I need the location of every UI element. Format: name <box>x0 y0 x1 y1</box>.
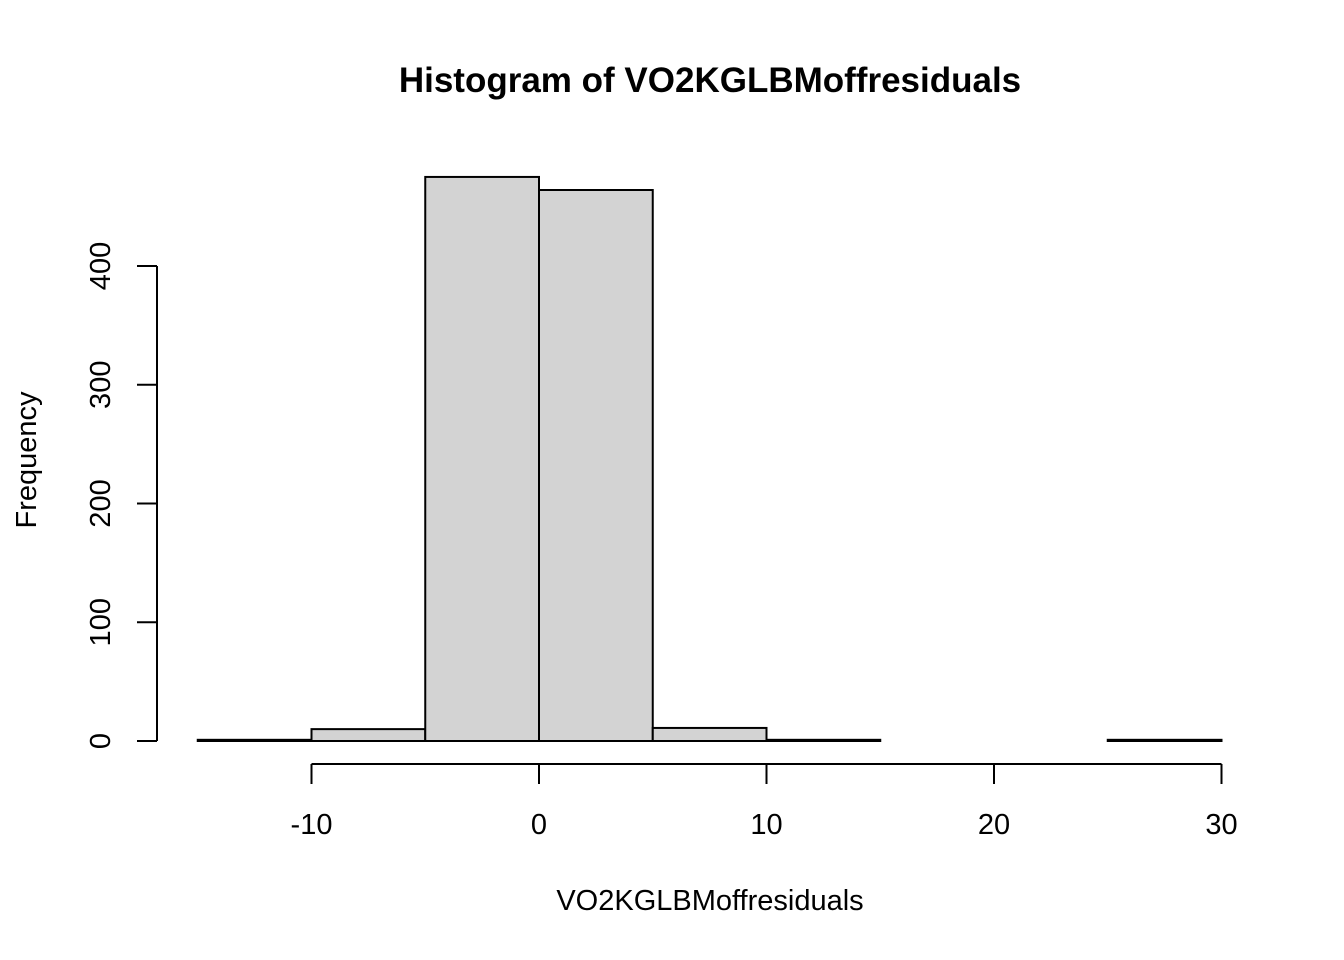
histogram-bar <box>765 738 882 742</box>
x-tick-label: 30 <box>1205 809 1237 841</box>
x-tick-label: 20 <box>978 809 1010 841</box>
x-tick-label: 0 <box>531 809 547 841</box>
x-tick-label: 10 <box>750 809 782 841</box>
histogram-bar <box>196 738 313 742</box>
histogram-bars <box>196 175 1223 742</box>
histogram-bar <box>1106 738 1223 742</box>
chart-title: Histogram of VO2KGLBMoffresiduals <box>399 61 1021 100</box>
y-tick-label: 300 <box>85 361 117 409</box>
y-tick-label: 0 <box>85 733 117 749</box>
y-axis: 0 100 200 300 400 <box>85 242 158 749</box>
histogram-bar <box>651 726 768 742</box>
histogram-bar <box>538 189 654 742</box>
histogram-bar <box>424 175 540 742</box>
y-tick-label: 100 <box>85 598 117 646</box>
x-tick-label: -10 <box>291 809 333 841</box>
x-axis: -10 0 10 20 30 <box>291 763 1238 841</box>
y-tick-label: 200 <box>85 479 117 527</box>
y-tick-label: 400 <box>85 242 117 290</box>
histogram-bar <box>310 728 427 742</box>
y-axis-label: Frequency <box>11 391 43 529</box>
x-axis-label: VO2KGLBMoffresiduals <box>556 885 863 917</box>
